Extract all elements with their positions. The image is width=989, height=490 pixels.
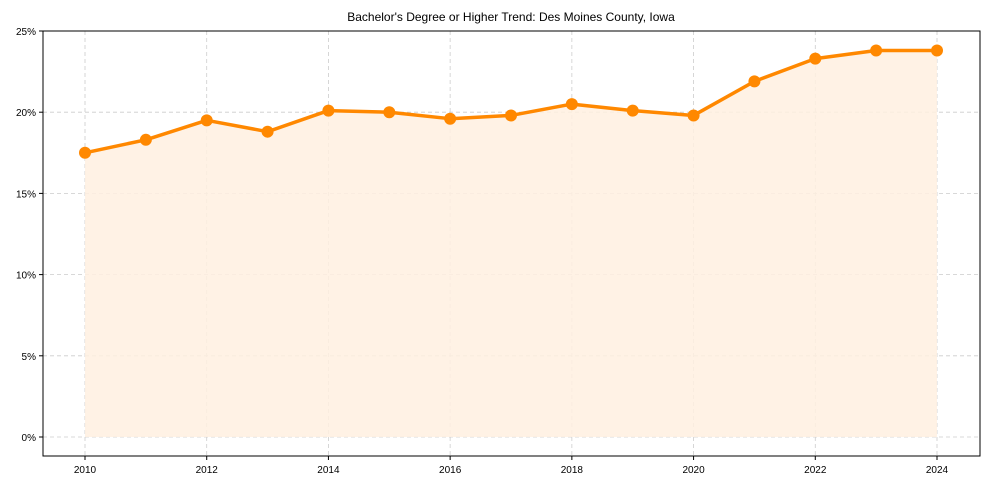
x-tick-label: 2024 (926, 465, 949, 476)
data-point (687, 109, 700, 122)
axes (42, 30, 981, 457)
data-point (565, 98, 578, 111)
x-tick-label: 2012 (196, 465, 219, 476)
data-point (139, 133, 152, 146)
data-point (200, 114, 213, 127)
plot-frame (42, 30, 981, 457)
y-axis-ticks: 0% 5% 10% 15% 20% 25% (16, 27, 43, 444)
data-point (870, 44, 883, 57)
data-point (383, 106, 396, 119)
data-point (931, 44, 943, 57)
data-markers (79, 44, 943, 159)
data-point (626, 104, 639, 117)
data-point (322, 104, 335, 117)
y-tick-label: 10% (16, 271, 36, 282)
x-tick-label: 2016 (439, 465, 462, 476)
x-axis-ticks: 2010 2012 2014 2016 2018 2020 2022 2024 (74, 456, 949, 476)
x-tick-label: 2014 (317, 465, 340, 476)
chart-title: Bachelor's Degree or Higher Trend: Des M… (347, 10, 675, 24)
data-point (748, 75, 761, 88)
data-point (505, 109, 517, 122)
y-tick-label: 15% (16, 189, 36, 200)
x-tick-label: 2010 (74, 465, 97, 476)
y-tick-label: 25% (16, 27, 36, 38)
y-tick-label: 20% (16, 108, 36, 119)
area-fill (85, 50, 937, 437)
x-tick-label: 2018 (561, 465, 584, 476)
data-point (444, 112, 457, 125)
x-tick-label: 2022 (804, 465, 827, 476)
x-tick-label: 2020 (682, 465, 705, 476)
y-tick-label: 5% (22, 352, 37, 363)
data-point (79, 146, 91, 159)
data-point (809, 52, 822, 65)
data-point (261, 125, 274, 138)
y-tick-label: 0% (22, 433, 37, 444)
